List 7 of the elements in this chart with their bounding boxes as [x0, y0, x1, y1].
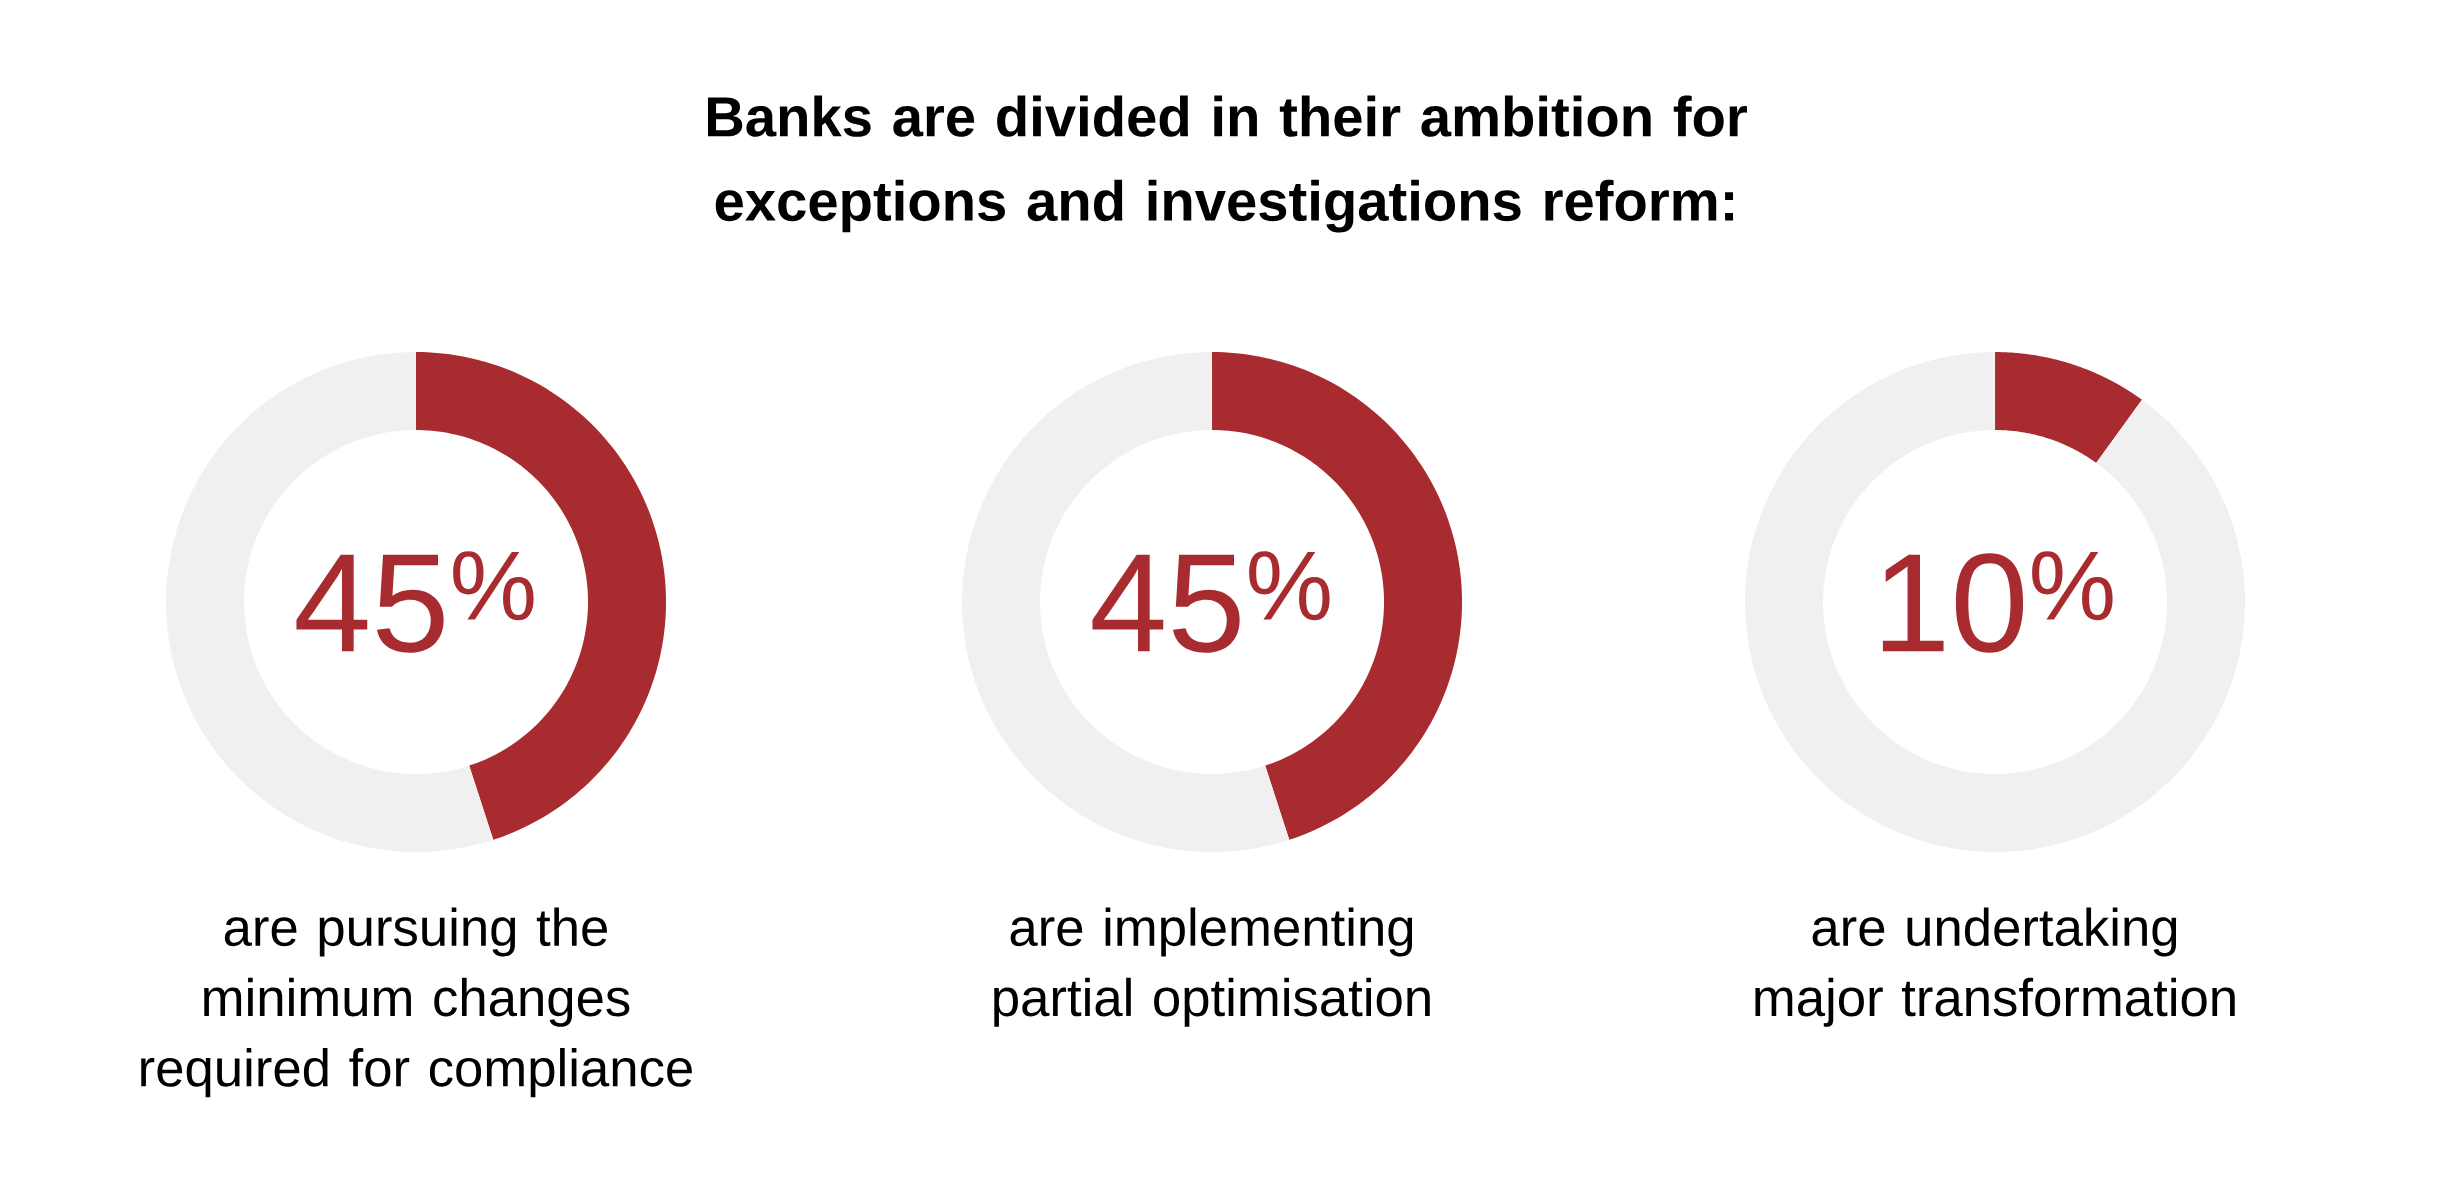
text: are pursuing the minimum changes required for compliance: [141, 907, 692, 1098]
text: 10$^{%}$: [1882, 551, 2113, 653]
text: 45$^{%}$: [1092, 551, 1330, 653]
text: are implementing partial optimisation: [994, 907, 1430, 1027]
text: 45$^{%}$: [296, 551, 534, 653]
text: are undertaking major transformation: [1755, 907, 2235, 1027]
text: Banks are divided in their ambition for exceptions and investigations reform:: [707, 95, 1747, 233]
